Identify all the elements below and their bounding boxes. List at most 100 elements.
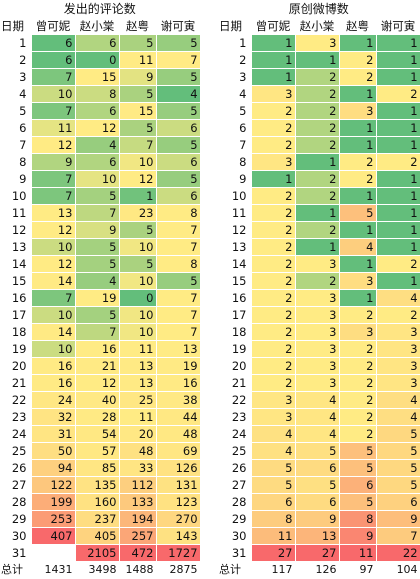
value-cell: 5 [295,442,340,460]
value-cell: 2 [295,136,340,154]
date-cell: 11 [0,204,32,222]
value-cell: 7 [156,289,201,307]
value-cell: 5 [156,34,201,52]
value-cell: 12 [119,170,157,188]
date-cell: 29 [0,510,32,528]
table-row: 14 12 5 5 8 [0,255,201,273]
total-label: 总计 [218,561,252,579]
value-cell: 5 [376,459,420,477]
table-row: 22 24 40 25 38 [0,391,201,409]
value-cell: 5 [376,442,420,460]
total-cell: 104 [376,561,420,579]
value-cell: 1 [339,34,377,52]
value-cell: 5 [119,255,157,273]
value-cell: 1 [339,221,377,239]
value-cell: 12 [31,136,76,154]
date-cell: 31 [0,544,32,562]
value-cell: 7 [31,102,76,120]
value-cell: 9 [119,68,157,86]
value-cell: 13 [31,204,76,222]
column-header-date: 日期 [0,17,32,35]
value-cell: 1 [376,102,420,120]
value-cell: 2 [251,204,296,222]
value-cell: 12 [75,374,120,392]
value-cell: 3 [251,153,296,171]
value-cell: 1 [376,204,420,222]
date-cell: 20 [0,357,32,375]
comments-table: 发出的评论数 日期 曾可妮 赵小棠 赵粤 谢可寅 1 6 6 5 5 2 6 0 11 7 3 7 15… [0,0,201,579]
table-row: 3 7 15 9 5 [0,68,201,86]
posts-total-row: 总计 117 126 97 104 [218,561,420,579]
value-cell: 19 [75,289,120,307]
value-cell: 5 [156,272,201,290]
table-row: 4 10 8 5 4 [0,85,201,103]
value-cell: 48 [156,425,201,443]
posts-header-row: 日期 曾可妮 赵小棠 赵粤 谢可寅 [218,17,420,35]
value-cell: 4 [75,272,120,290]
value-cell: 9 [295,510,340,528]
value-cell: 24 [31,391,76,409]
date-cell: 22 [218,391,252,409]
date-cell: 16 [0,289,32,307]
value-cell: 27 [251,544,296,562]
value-cell: 405 [75,527,120,545]
value-cell: 2 [339,340,377,358]
value-cell: 126 [156,459,201,477]
value-cell: 10 [119,153,157,171]
value-cell: 3 [251,85,296,103]
table-row: 17 2 3 2 2 [218,306,420,324]
date-cell: 8 [0,153,32,171]
value-cell: 85 [75,459,120,477]
table-row: 31 27 27 11 22 [218,544,420,562]
value-cell: 7 [75,204,120,222]
column-header-member: 赵小棠 [295,17,340,35]
table-row: 31 2105 472 1727 [0,544,201,562]
value-cell: 1 [295,51,340,69]
value-cell: 257 [119,527,157,545]
value-cell: 1 [376,34,420,52]
value-cell: 10 [119,306,157,324]
value-cell: 1 [251,170,296,188]
date-cell: 24 [218,425,252,443]
value-cell: 1 [251,68,296,86]
date-cell: 10 [218,187,252,205]
table-row: 22 3 4 2 4 [218,391,420,409]
value-cell: 5 [251,476,296,494]
table-row: 28 199 160 133 123 [0,493,201,511]
value-cell: 2 [295,119,340,137]
date-cell: 15 [0,272,32,290]
date-cell: 5 [0,102,32,120]
value-cell: 2 [376,153,420,171]
date-cell: 13 [0,238,32,256]
date-cell: 14 [0,255,32,273]
value-cell: 6 [156,153,201,171]
date-cell: 6 [218,119,252,137]
value-cell: 22 [376,544,420,562]
table-row: 26 94 85 33 126 [0,459,201,477]
total-cell: 126 [295,561,340,579]
value-cell: 7 [156,238,201,256]
value-cell: 2 [339,391,377,409]
value-cell: 2 [339,306,377,324]
table-row: 12 12 9 5 7 [0,221,201,239]
value-cell: 1 [251,34,296,52]
date-cell: 8 [218,153,252,171]
table-row: 23 3 4 2 4 [218,408,420,426]
table-row: 30 11 13 9 7 [218,527,420,545]
value-cell: 3 [251,391,296,409]
value-cell: 2 [251,238,296,256]
value-cell: 2 [339,68,377,86]
table-row: 17 10 5 10 7 [0,306,201,324]
value-cell: 6 [156,119,201,137]
value-cell: 16 [75,340,120,358]
date-cell: 16 [218,289,252,307]
value-cell: 3 [376,323,420,341]
date-cell: 1 [218,34,252,52]
date-cell: 6 [0,119,32,137]
value-cell: 2 [295,68,340,86]
